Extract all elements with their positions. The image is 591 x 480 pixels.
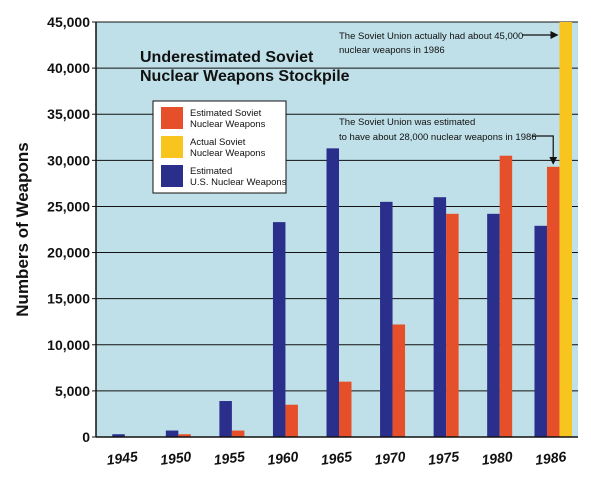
- x-tick-label: 1975: [427, 448, 460, 468]
- y-tick-label: 0: [82, 429, 90, 445]
- legend-swatch-us: [161, 165, 183, 187]
- y-tick-label: 15,000: [47, 291, 90, 307]
- bar-soviet_est-1965: [339, 381, 352, 437]
- y-tick-label: 45,000: [47, 14, 90, 30]
- y-tick-label: 25,000: [47, 198, 90, 214]
- y-tick-label: 20,000: [47, 245, 90, 261]
- legend-label: Nuclear Weapons: [190, 148, 266, 159]
- legend-label: U.S. Nuclear Weapons: [190, 177, 287, 188]
- legend-label: Estimated: [190, 166, 232, 177]
- annotations: The Soviet Union actually had about 45,0…: [339, 31, 559, 165]
- chart-title-line-1: Underestimated Soviet: [140, 49, 314, 66]
- x-tick-label: 1950: [159, 448, 192, 468]
- legend-label: Estimated Soviet: [190, 108, 262, 119]
- bar-us-1980: [487, 213, 500, 437]
- y-tick-label: 40,000: [47, 60, 90, 76]
- x-tick-label: 1970: [374, 448, 407, 468]
- bar-soviet_actual-1986: [559, 22, 572, 437]
- x-tick-label: 1986: [534, 448, 567, 468]
- bar-soviet_est-1955: [231, 430, 245, 437]
- y-tick-label: 5,000: [55, 383, 90, 399]
- x-tick-label: 1980: [481, 448, 514, 468]
- annotation-arrow: [532, 135, 558, 165]
- y-axis-label: Numbers of Weapons: [13, 142, 32, 316]
- bar-us-1970: [380, 201, 393, 437]
- bar-soviet_est-1950: [178, 434, 191, 437]
- x-axis: 1945 1950 1955 1960 1965 1970 1975 1980 1986: [96, 436, 578, 468]
- annotation-text: The Soviet Union actually had about 45,0…: [339, 31, 523, 42]
- chart-title-line-2: Nuclear Weapons Stockpile: [140, 68, 350, 85]
- bar-soviet_est-1960: [285, 404, 298, 437]
- y-tick-label: 30,000: [47, 152, 90, 168]
- bar-us-1945: [112, 434, 125, 437]
- x-tick-label: 1960: [266, 448, 299, 468]
- bar-us-1965: [326, 148, 339, 437]
- annotation-text: The Soviet Union was estimated: [339, 117, 475, 128]
- legend-swatch-soviet_est: [161, 107, 183, 129]
- annotation-text: nuclear weapons in 1986: [339, 45, 445, 56]
- bar-soviet_est-1980: [499, 155, 513, 437]
- legend-swatch-soviet_actual: [161, 136, 183, 158]
- bar-us-1986: [534, 225, 547, 437]
- bar-soviet_est-1975: [446, 213, 459, 437]
- x-tick-label: 1945: [106, 448, 139, 468]
- bar-us-1975: [433, 197, 447, 437]
- annotation-text: to have about 28,000 nuclear weapons in …: [339, 132, 537, 143]
- bar-us-1950: [165, 430, 179, 437]
- y-tick-label: 35,000: [47, 106, 90, 122]
- bar-us-1960: [272, 222, 286, 437]
- y-tick-label: 10,000: [47, 337, 90, 353]
- x-tick-label: 1955: [213, 448, 246, 468]
- bar-us-1955: [219, 401, 232, 437]
- bar-soviet_est-1970: [392, 324, 406, 437]
- legend-label: Nuclear Weapons: [190, 119, 266, 130]
- legend-label: Actual Soviet: [190, 137, 246, 148]
- bar-soviet_est-1986: [546, 166, 560, 438]
- y-axis: 0 5,000 10,000 15,000 20,000 25,000 30,000 35,0…: [47, 14, 97, 445]
- bars: [112, 22, 572, 438]
- x-tick-label: 1965: [320, 448, 353, 468]
